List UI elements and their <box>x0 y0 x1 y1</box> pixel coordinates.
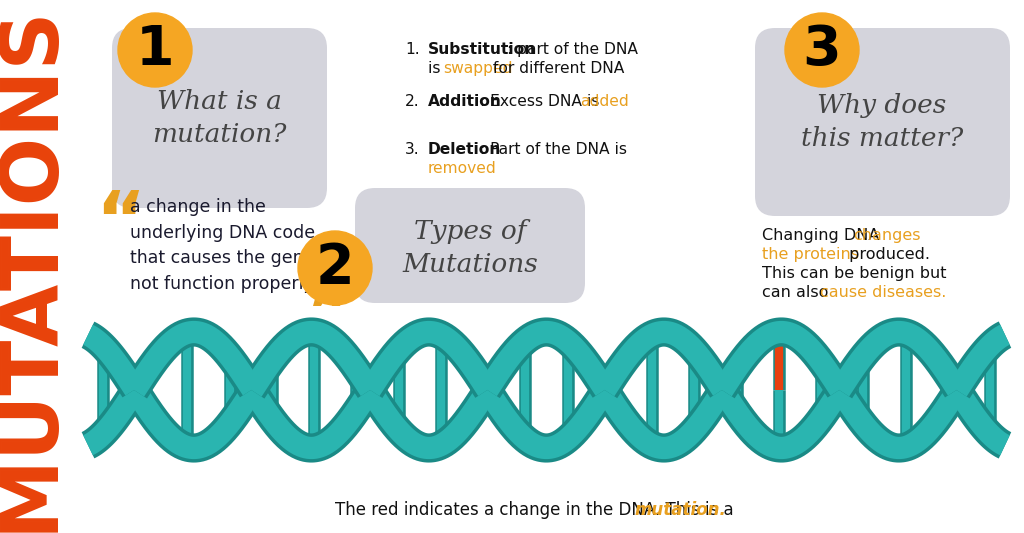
Text: cause diseases.: cause diseases. <box>820 285 946 300</box>
Text: Substitution: Substitution <box>428 42 537 57</box>
Text: swapped: swapped <box>443 61 512 76</box>
Text: a change in the
underlying DNA code
that causes the gene to
not function properl: a change in the underlying DNA code that… <box>130 198 338 293</box>
Text: 2: 2 <box>315 241 354 295</box>
Text: added: added <box>580 94 629 109</box>
Text: removed: removed <box>428 161 497 176</box>
Text: Types of
Mutations: Types of Mutations <box>402 219 538 277</box>
Text: “: “ <box>95 188 145 262</box>
Text: Addition: Addition <box>428 94 502 109</box>
Text: : Excess DNA is: : Excess DNA is <box>480 94 604 109</box>
FancyBboxPatch shape <box>112 28 327 208</box>
FancyBboxPatch shape <box>355 188 585 303</box>
Text: MUTATIONS: MUTATIONS <box>0 4 69 532</box>
Text: 1: 1 <box>136 23 174 77</box>
Text: can also: can also <box>762 285 834 300</box>
FancyBboxPatch shape <box>755 28 1010 216</box>
Text: 3.: 3. <box>406 142 420 157</box>
Text: The red indicates a change in the DNA. This is a: The red indicates a change in the DNA. T… <box>335 501 739 519</box>
Text: : Part of the DNA is: : Part of the DNA is <box>480 142 627 157</box>
Text: produced.: produced. <box>844 247 930 262</box>
Text: 2.: 2. <box>406 94 420 109</box>
Text: What is a
mutation?: What is a mutation? <box>152 89 286 147</box>
Text: This can be benign but: This can be benign but <box>762 266 946 281</box>
Text: Deletion: Deletion <box>428 142 502 157</box>
Circle shape <box>298 231 372 305</box>
Text: : part of the DNA: : part of the DNA <box>507 42 638 57</box>
Text: Changing DNA: Changing DNA <box>762 228 885 243</box>
Text: Why does
this matter?: Why does this matter? <box>801 93 964 151</box>
Text: is: is <box>428 61 445 76</box>
Text: ”: ” <box>305 280 355 354</box>
Text: mutation.: mutation. <box>634 501 726 519</box>
Text: changes: changes <box>853 228 921 243</box>
Circle shape <box>118 13 193 87</box>
Circle shape <box>785 13 859 87</box>
Text: for different DNA: for different DNA <box>488 61 625 76</box>
Text: 3: 3 <box>803 23 842 77</box>
Text: 1.: 1. <box>406 42 420 57</box>
Text: the proteins: the proteins <box>762 247 859 262</box>
